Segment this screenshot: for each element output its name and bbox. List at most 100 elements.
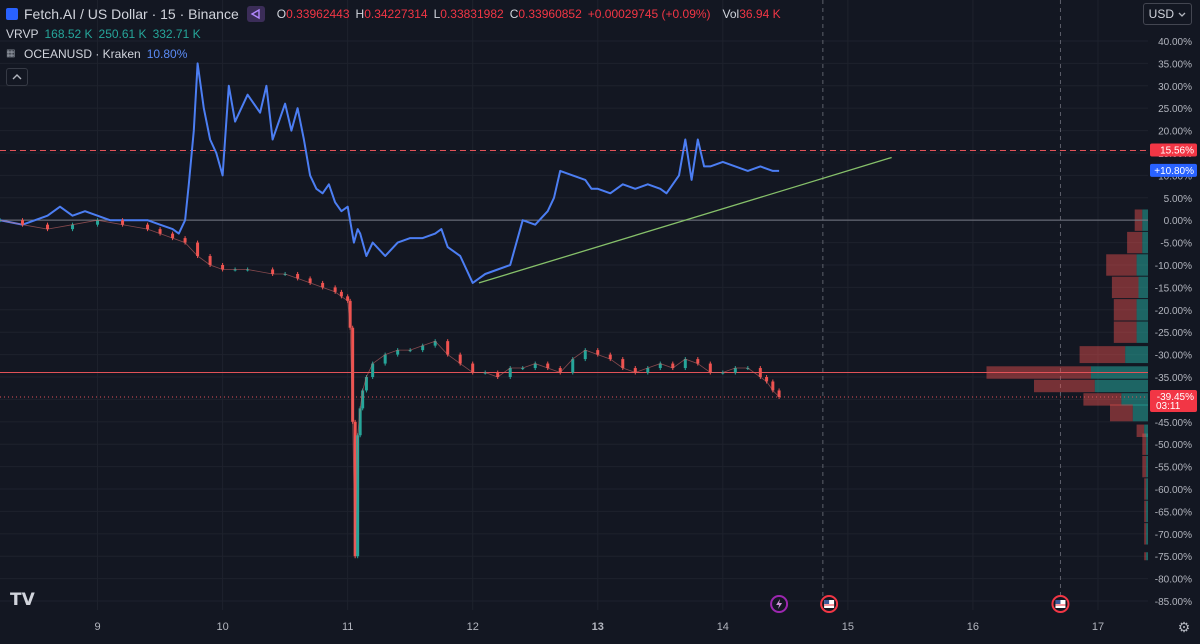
gear-icon[interactable]: ⚙	[1176, 619, 1192, 635]
y-tick-label: -15.00%	[1155, 283, 1192, 294]
y-tick-label: -65.00%	[1155, 507, 1192, 518]
x-tick-label: 14	[717, 621, 729, 633]
logo-text: TV	[10, 590, 35, 610]
x-tick-label: 15	[842, 621, 854, 633]
y-tick-label: 0.00%	[1164, 216, 1192, 227]
y-tick-label: 20.00%	[1158, 127, 1192, 138]
ohlc-open-value: 0.33962443	[286, 4, 349, 24]
x-tick-label: 13	[592, 621, 604, 633]
volume-profile-up-bar	[1146, 434, 1148, 455]
volume-profile-down-bar	[1142, 434, 1146, 455]
x-tick-label: 17	[1092, 621, 1104, 633]
volume-value: 36.94 K	[739, 4, 780, 24]
volume-profile-down-bar	[1144, 523, 1146, 544]
ohlc-close-key: C	[510, 4, 519, 24]
candle-body	[709, 364, 712, 373]
candle-body	[471, 364, 474, 373]
y-tick-label: -75.00%	[1155, 552, 1192, 563]
candle-body	[21, 220, 24, 224]
volume-profile-down-bar	[1144, 478, 1146, 499]
volume-profile-up-bar	[1146, 523, 1148, 544]
vrvp-value-2: 250.61 K	[99, 24, 147, 44]
y-tick-label: -30.00%	[1155, 351, 1192, 362]
candle-body	[621, 359, 624, 368]
candle-body	[571, 359, 574, 372]
candle-body	[384, 355, 387, 364]
y-tick-label: 35.00%	[1158, 59, 1192, 70]
candle-body	[121, 220, 124, 224]
candle-body	[684, 359, 687, 368]
ohlc-low-key: L	[434, 4, 441, 24]
y-tick-label: -20.00%	[1155, 306, 1192, 317]
volume-profile-up-bar	[1137, 299, 1148, 320]
change-value: +0.00029745 (+0.09%)	[588, 4, 711, 24]
vrvp-value-3: 332.71 K	[153, 24, 201, 44]
symbol-icon	[6, 8, 18, 20]
candle-body	[146, 225, 149, 229]
vrvp-legend: VRVP 168.52 K 250.61 K 332.71 K	[6, 24, 781, 44]
ocean-series-line	[0, 63, 779, 283]
candle-body	[446, 341, 449, 354]
volume-profile-up-bar	[1146, 501, 1148, 522]
price-badge-label: +10.80%	[1154, 166, 1194, 177]
y-tick-label: -25.00%	[1155, 328, 1192, 339]
candle-body	[196, 243, 199, 256]
candle-body	[71, 225, 74, 229]
symbol-title[interactable]: Fetch.AI / US Dollar · 15 · Binance	[24, 4, 239, 24]
volume-profile-down-bar	[1142, 456, 1146, 477]
x-tick-label: 12	[467, 621, 479, 633]
y-tick-label: -45.00%	[1155, 418, 1192, 429]
candle-body	[759, 368, 762, 377]
volume-profile-up-bar	[1139, 277, 1149, 298]
compare-value: 10.80%	[147, 44, 188, 64]
volume-profile-up-bar	[1125, 346, 1148, 363]
y-tick-label: 5.00%	[1164, 194, 1192, 205]
candle-body	[209, 256, 212, 265]
volume-profile-down-bar	[1144, 501, 1146, 522]
chevron-down-icon	[1178, 7, 1186, 21]
currency-selector[interactable]: USD	[1143, 3, 1192, 25]
volume-profile-down-bar	[1106, 254, 1136, 275]
candle-body	[459, 355, 462, 364]
tradingview-logo[interactable]: TV	[10, 590, 35, 610]
indicators-icon[interactable]	[247, 6, 265, 22]
vrvp-value-1: 168.52 K	[44, 24, 92, 44]
volume-profile-up-bar	[1133, 404, 1148, 421]
volume-profile-up-bar	[1146, 552, 1148, 560]
y-tick-label: 25.00%	[1158, 104, 1192, 115]
volume-profile-down-bar	[1144, 552, 1146, 560]
y-tick-label: 40.00%	[1158, 37, 1192, 48]
x-tick-label: 11	[342, 621, 353, 633]
x-tick-label: 16	[967, 621, 979, 633]
y-tick-label: -85.00%	[1155, 597, 1192, 608]
volume-profile-down-bar	[1110, 404, 1133, 421]
x-tick-label: 10	[216, 621, 228, 633]
chevron-up-icon[interactable]	[6, 68, 28, 86]
candle-body	[584, 350, 587, 359]
price-badge-countdown: 03:11	[1156, 401, 1181, 412]
fetch-series-line	[0, 220, 779, 556]
volume-profile-down-bar	[1112, 277, 1139, 298]
currency-label: USD	[1149, 7, 1174, 21]
candle-body	[365, 377, 368, 390]
x-tick-label: 9	[94, 621, 100, 633]
vrvp-label[interactable]: VRVP	[6, 24, 38, 44]
volume-profile-down-bar	[1083, 393, 1121, 405]
volume-profile-up-bar	[1095, 380, 1148, 392]
volume-key: Vol	[723, 4, 740, 24]
compare-symbol[interactable]: OCEANUSD · Kraken	[24, 44, 141, 64]
candle-body	[96, 220, 99, 224]
y-tick-label: -50.00%	[1155, 440, 1192, 451]
ohlc-close-value: 0.33960852	[518, 4, 581, 24]
compare-legend: ▦ OCEANUSD · Kraken 10.80%	[6, 44, 781, 64]
ocean-symbol-icon: ▦	[6, 48, 18, 60]
price-badge-label: 15.56%	[1160, 145, 1194, 156]
y-tick-label: -55.00%	[1155, 463, 1192, 474]
volume-profile-down-bar	[1127, 232, 1142, 253]
volume-profile-up-bar	[1146, 478, 1148, 499]
y-tick-label: -80.00%	[1155, 575, 1192, 586]
volume-profile-up-bar	[1137, 254, 1148, 275]
